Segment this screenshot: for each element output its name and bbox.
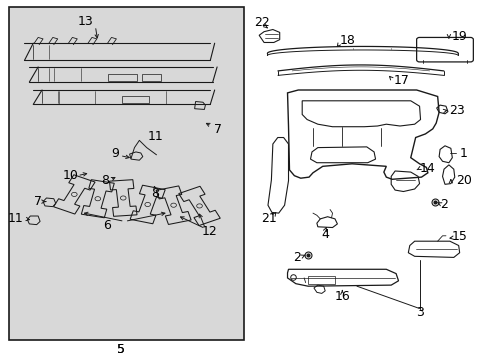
Text: 7: 7: [213, 123, 221, 136]
Bar: [122, 96, 149, 103]
Text: 9: 9: [111, 147, 119, 159]
Text: 18: 18: [339, 34, 354, 47]
Text: 22: 22: [253, 16, 269, 29]
Text: 16: 16: [334, 291, 349, 303]
Bar: [9, 7, 243, 340]
Text: 13: 13: [78, 15, 93, 28]
Text: 4: 4: [321, 228, 329, 240]
Text: 5: 5: [117, 343, 125, 356]
Text: 14: 14: [419, 162, 435, 175]
Bar: [107, 74, 137, 81]
Bar: [307, 276, 334, 284]
Text: 8: 8: [151, 187, 159, 200]
Text: 15: 15: [451, 230, 467, 243]
Text: 17: 17: [393, 74, 409, 87]
Text: 12: 12: [201, 225, 217, 238]
Bar: [142, 74, 161, 81]
Text: 19: 19: [451, 30, 467, 42]
Text: 21: 21: [261, 212, 276, 225]
Text: 8: 8: [101, 174, 109, 187]
Text: 10: 10: [63, 169, 79, 182]
Text: 2: 2: [439, 198, 447, 211]
Text: 6: 6: [102, 219, 110, 231]
Text: 2: 2: [293, 251, 301, 264]
Text: 1: 1: [459, 147, 467, 160]
Text: 5: 5: [117, 343, 125, 356]
Text: 23: 23: [448, 104, 464, 117]
Text: 11: 11: [147, 130, 163, 143]
Text: 7: 7: [34, 195, 41, 208]
Text: 11: 11: [8, 212, 23, 225]
Text: 3: 3: [415, 306, 423, 319]
Text: 20: 20: [455, 174, 470, 186]
